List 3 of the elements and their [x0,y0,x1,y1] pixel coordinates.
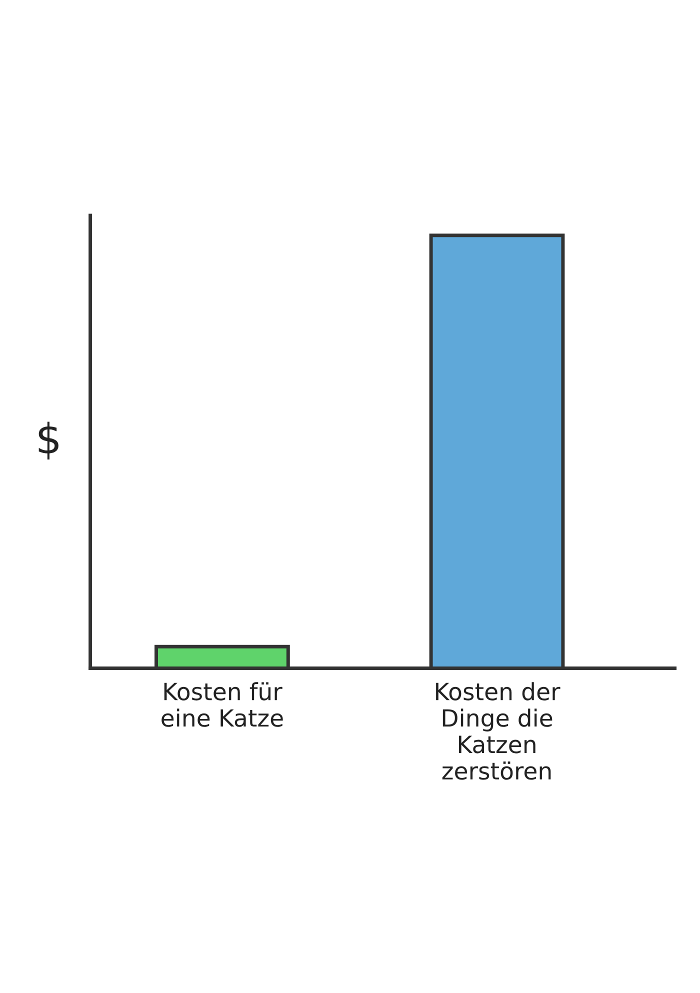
y-axis-title: $ [38,422,58,460]
x-tick-label: Kosten der Dinge die Katzen zerstören [436,682,560,780]
x-tick-label: Kosten für eine Katze [162,682,283,727]
